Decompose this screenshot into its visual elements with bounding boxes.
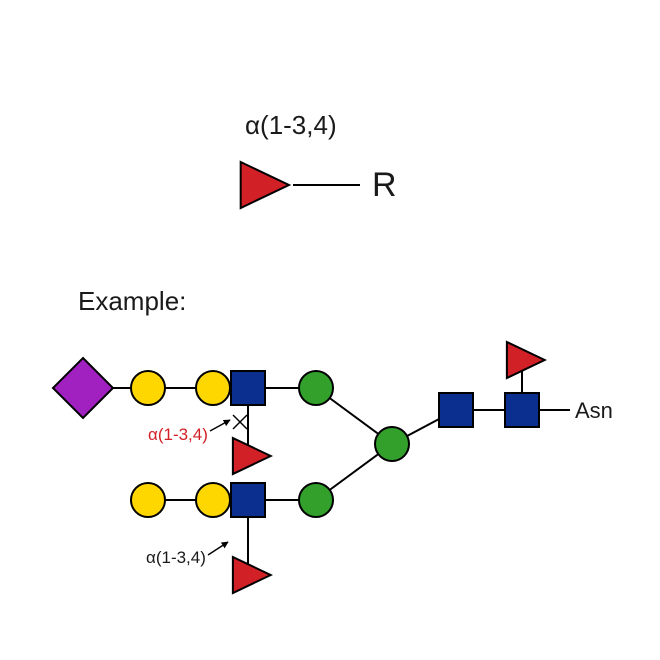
man-upper [299,371,333,405]
r-label: R [372,166,397,204]
glcnac-lower [231,483,265,517]
fuc-lower [233,557,271,593]
fuc-core [507,342,545,378]
top-linkage-label: α(1-3,4) [245,110,337,140]
annotation-arrow [208,542,228,555]
annotation-arrow [210,420,230,431]
gal-lower-2 [196,483,230,517]
gal-upper-2 [196,371,230,405]
gal-lower [131,483,165,517]
neuac [53,358,113,418]
glcnac-core-2 [505,393,539,427]
glcnac-core-1 [439,393,473,427]
man-core [375,427,409,461]
top-fucose-icon [241,162,289,208]
fuc-upper [233,438,271,474]
man-lower [299,483,333,517]
gal-upper [131,371,165,405]
example-label: Example: [78,286,186,316]
glcnac-upper [231,371,265,405]
linkage-annotation-1: α(1-3,4) [146,548,206,567]
asn-label: Asn [575,398,613,423]
linkage-annotation-0: α(1-3,4) [148,425,208,444]
